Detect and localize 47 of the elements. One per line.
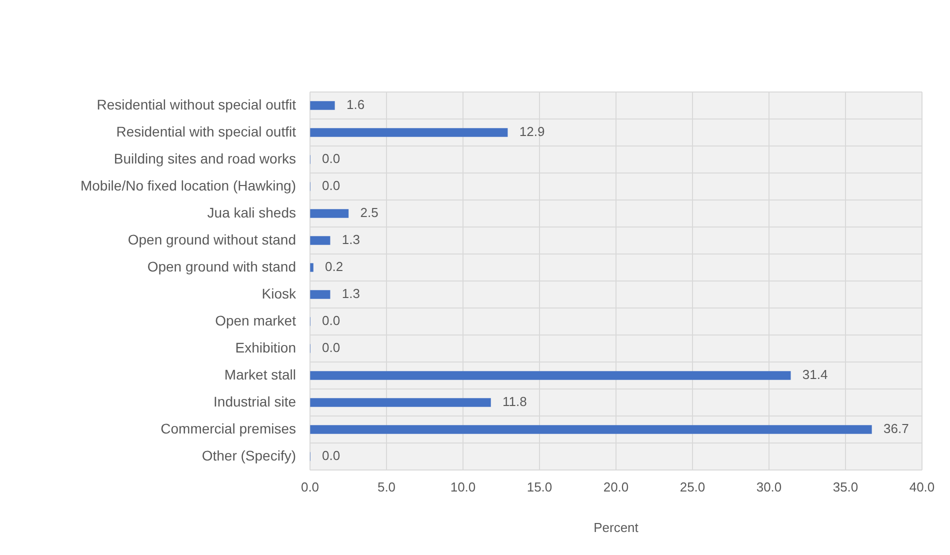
data-label: 0.2 (325, 259, 344, 274)
y-tick-label: Kiosk (262, 285, 297, 302)
y-tick-label: Commercial premises (160, 420, 296, 436)
x-axis-title: Percent (594, 520, 639, 535)
x-tick-label: 35.0 (832, 479, 858, 494)
y-tick-label: Residential with special outfit (116, 123, 296, 140)
y-tick-label: Exhibition (235, 339, 296, 356)
bar (310, 425, 872, 434)
y-tick-label: Building sites and road works (114, 150, 296, 166)
data-label: 31.4 (802, 367, 828, 382)
bar (310, 101, 335, 110)
x-tick-label: 0.0 (300, 479, 320, 494)
data-label: 0.0 (322, 151, 340, 166)
x-tick-label: 5.0 (377, 479, 396, 494)
x-tick-label: 10.0 (450, 479, 476, 494)
y-tick-label: Market stall (224, 366, 296, 382)
data-label: 0.0 (322, 340, 340, 356)
data-label: 11.8 (502, 394, 527, 410)
y-tick-label: Jua kali sheds (207, 204, 296, 220)
data-label: 1.3 (342, 232, 360, 248)
bar (310, 371, 791, 380)
data-label: 36.7 (884, 421, 909, 436)
bar (310, 128, 508, 137)
x-tick-label: 15.0 (526, 479, 552, 494)
data-label: 0.0 (322, 313, 340, 328)
y-tick-label: Other (Specify) (202, 447, 296, 464)
y-tick-label: Residential without special outfit (96, 96, 296, 112)
bar (310, 263, 314, 272)
data-label: 2.5 (360, 205, 378, 220)
bar (310, 398, 491, 407)
data-label: 0.0 (322, 178, 340, 194)
data-label: 1.6 (346, 97, 365, 112)
x-tick-label: 25.0 (680, 479, 706, 494)
y-tick-label: Open ground without stand (128, 231, 296, 248)
x-tick-label: 30.0 (756, 479, 782, 494)
data-label: 1.3 (342, 286, 360, 302)
y-tick-label: Industrial site (214, 393, 296, 410)
y-tick-label: Open market (215, 312, 296, 328)
x-tick-label: 20.0 (603, 479, 629, 494)
y-tick-label: Open ground with stand (147, 258, 296, 274)
bar (310, 209, 349, 218)
data-label: 12.9 (519, 124, 545, 140)
y-tick-label: Mobile/No fixed location (Hawking) (80, 177, 296, 194)
x-tick-label: 40.0 (909, 479, 935, 494)
data-label: 0.0 (322, 448, 340, 464)
bar (310, 236, 330, 245)
bar (310, 290, 330, 299)
